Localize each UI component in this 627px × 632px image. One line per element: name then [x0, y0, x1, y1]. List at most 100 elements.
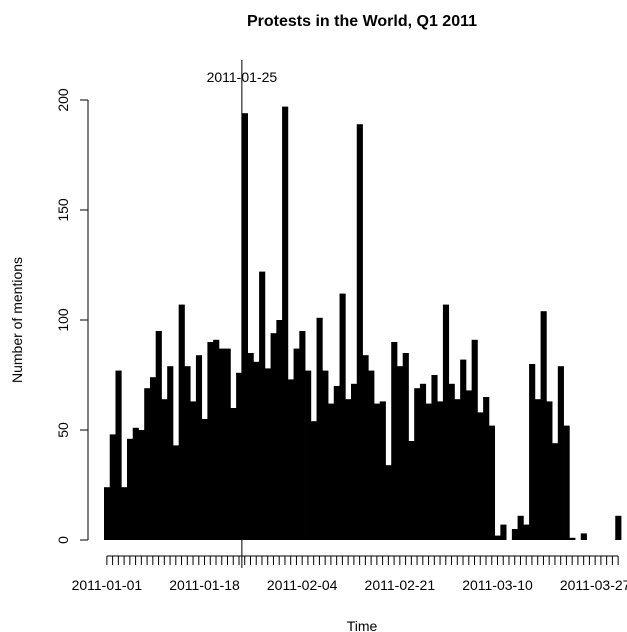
bar	[144, 388, 151, 540]
bar	[373, 403, 381, 540]
bar	[414, 388, 421, 540]
bar	[511, 529, 518, 540]
bar	[253, 361, 260, 540]
bar	[299, 331, 306, 540]
bar	[557, 366, 564, 540]
bar	[109, 434, 116, 540]
bar	[172, 445, 180, 540]
bar	[339, 293, 346, 540]
bar	[540, 311, 547, 540]
bar	[546, 401, 553, 540]
annotation: 2011-01-25	[207, 60, 278, 568]
bar	[155, 331, 162, 540]
bar	[615, 515, 622, 540]
bar	[293, 348, 300, 540]
bar	[500, 524, 507, 540]
bar	[368, 370, 375, 540]
bar	[201, 419, 208, 540]
x-axis-label: Time	[347, 618, 378, 632]
bar	[385, 465, 392, 540]
x-axis: 2011-01-01 2011-01-18 2011-02-04 2011-02-21…	[72, 555, 627, 593]
bar	[419, 383, 427, 540]
bar	[195, 355, 203, 540]
bar	[276, 320, 283, 540]
bar	[167, 366, 174, 540]
bar	[454, 399, 461, 540]
x-tick-label: 2011-01-18	[169, 577, 240, 593]
bar	[121, 487, 128, 540]
bar	[356, 124, 363, 540]
x-tick-label: 2011-03-27	[560, 577, 627, 593]
bar	[328, 403, 335, 540]
bar	[402, 353, 409, 540]
bar	[431, 375, 438, 540]
bar	[184, 366, 191, 540]
x-tick-label: 2011-01-01	[72, 577, 143, 593]
bar	[264, 368, 271, 540]
bar	[126, 438, 134, 540]
bar	[259, 271, 266, 540]
bar	[132, 427, 139, 540]
bar	[333, 386, 340, 540]
bar	[552, 443, 559, 540]
bar	[230, 408, 237, 540]
bar	[408, 441, 415, 540]
bar	[207, 342, 214, 540]
bar	[190, 401, 197, 540]
bar	[322, 370, 329, 540]
bar	[178, 304, 185, 540]
bar	[270, 333, 277, 540]
bar	[236, 372, 243, 540]
bar	[287, 379, 294, 540]
y-axis-label: Number of mentions	[9, 257, 25, 383]
x-tick-label: 2011-03-10	[462, 577, 533, 593]
bar	[282, 106, 289, 540]
bar	[529, 364, 536, 540]
bar	[379, 401, 386, 540]
bar	[362, 355, 369, 540]
bar	[483, 397, 490, 540]
x-tick-label: 2011-02-21	[365, 577, 436, 593]
bar	[213, 339, 220, 540]
bar	[448, 383, 455, 540]
bar	[241, 113, 249, 540]
bar	[517, 515, 524, 540]
x-tick-label: 2011-02-04	[267, 577, 338, 593]
bar	[115, 370, 122, 540]
bar	[149, 377, 157, 540]
bar	[351, 383, 358, 540]
bar	[494, 535, 501, 540]
bar	[161, 399, 168, 540]
bar	[523, 524, 530, 540]
chart-title: Protests in the World, Q1 2011	[247, 13, 477, 30]
bar	[247, 353, 254, 540]
bar	[396, 366, 404, 540]
bar	[305, 370, 312, 540]
y-tick-label: 200	[55, 88, 71, 112]
annotation-label: 2011-01-25	[207, 69, 278, 85]
bar	[534, 399, 541, 540]
bar	[425, 403, 432, 540]
bar	[465, 390, 473, 540]
bar	[442, 304, 450, 540]
bar	[310, 421, 317, 540]
bars	[104, 106, 622, 540]
bar	[569, 537, 576, 540]
bar	[224, 348, 231, 540]
bar	[580, 533, 587, 540]
y-tick-label: 150	[55, 198, 71, 222]
bar	[391, 342, 398, 540]
y-tick-label: 0	[55, 536, 71, 544]
y-tick-label: 100	[55, 308, 71, 332]
bar	[316, 317, 323, 540]
bar	[477, 412, 484, 540]
bar	[218, 348, 226, 540]
bar	[345, 399, 352, 540]
bar	[460, 359, 467, 540]
bar	[563, 425, 570, 540]
bar	[488, 425, 496, 540]
y-tick-label: 50	[55, 422, 71, 438]
bar	[138, 430, 145, 540]
bar	[471, 339, 478, 540]
